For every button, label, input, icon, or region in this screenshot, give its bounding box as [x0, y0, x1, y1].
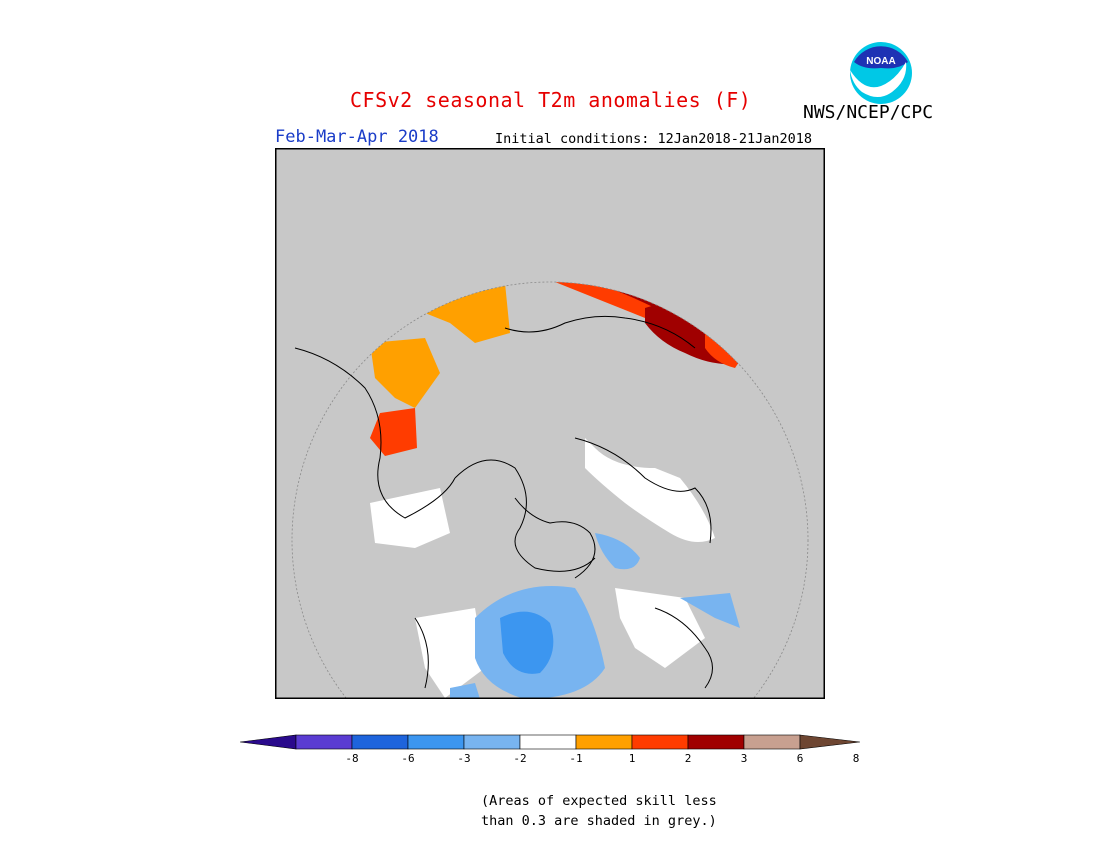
colorbar-swatch: [687, 734, 745, 750]
noaa-logo-icon: NOAA: [850, 42, 912, 104]
colorbar-tick-label: -8: [345, 752, 359, 765]
colorbar-tick-label: 3: [740, 752, 748, 765]
colorbar: [240, 734, 860, 750]
colorbar-tick-label: 1: [628, 752, 636, 765]
skill-note-line1: (Areas of expected skill less: [481, 793, 717, 809]
colorbar-tick-label: 2: [684, 752, 692, 765]
colorbar-tick-label: -1: [569, 752, 583, 765]
map-frame: [275, 148, 825, 699]
colorbar-swatch: [519, 734, 577, 750]
coastlines: [294, 315, 713, 689]
colorbar-swatch: [743, 734, 801, 750]
colorbar-tick-label: -2: [513, 752, 527, 765]
skill-note-line2: than 0.3 are shaded in grey.): [481, 813, 717, 829]
colorbar-swatch: [295, 734, 353, 750]
noaa-logo-text: NOAA: [866, 56, 895, 67]
agency-label: NWS/NCEP/CPC: [803, 102, 934, 123]
colorbar-tick-label: -6: [401, 752, 415, 765]
colorbar-swatch: [575, 734, 633, 750]
colorbar-arrow-left: [240, 734, 297, 750]
colorbar-tick-label: 6: [796, 752, 804, 765]
colorbar-tick-label: 8: [852, 752, 860, 765]
colorbar-swatch: [631, 734, 689, 750]
anomaly-map: [275, 148, 825, 699]
colorbar-swatch: [407, 734, 465, 750]
forecast-period: Feb-Mar-Apr 2018: [275, 127, 439, 147]
colorbar-tick-label: -3: [457, 752, 471, 765]
colorbar-swatch: [463, 734, 521, 750]
skill-note: (Areas of expected skill less than 0.3 a…: [481, 791, 717, 831]
chart-title: CFSv2 seasonal T2m anomalies (F): [350, 88, 752, 112]
initial-conditions: Initial conditions: 12Jan2018-21Jan2018: [495, 131, 812, 147]
colorbar-swatch: [351, 734, 409, 750]
colorbar-arrow-right: [799, 734, 860, 750]
latitude-circle: [291, 281, 809, 699]
